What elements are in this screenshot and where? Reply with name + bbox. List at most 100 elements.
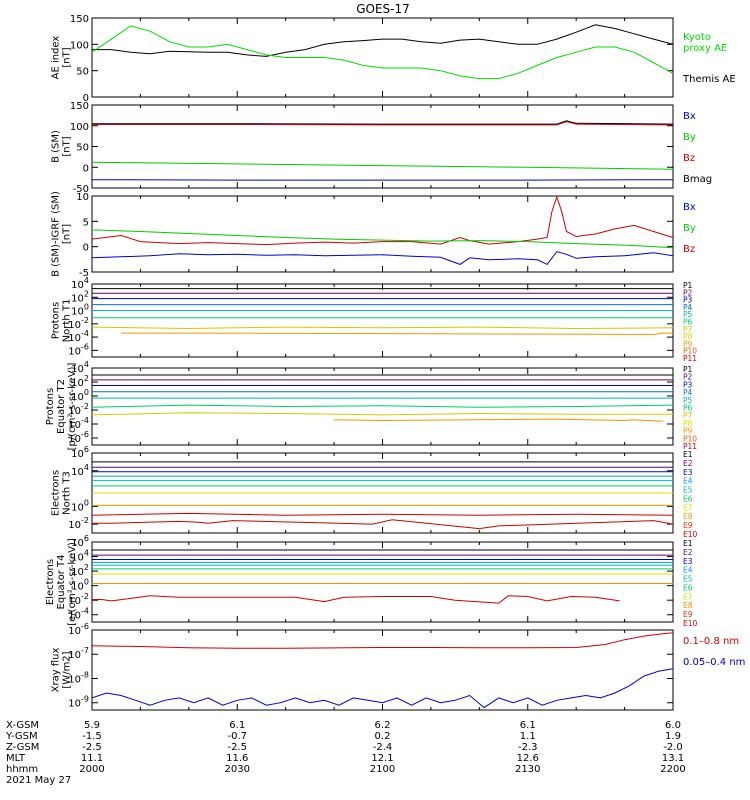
series-line — [92, 121, 673, 126]
legend-entry: E3 — [683, 468, 693, 477]
legend-entry: P6 — [683, 404, 693, 413]
legend-entry: E10 — [683, 530, 698, 539]
y-axis-label: North T3 — [62, 471, 73, 515]
y-axis-label: Protons — [45, 388, 56, 425]
series-line — [92, 24, 673, 57]
y-axis-label: B (SM)-IGRF (SM) — [51, 191, 62, 277]
footer-value: 6.1 — [229, 720, 245, 731]
legend-entry: P2 — [683, 288, 693, 297]
footer-value: 2100 — [370, 764, 395, 775]
panel-frame — [91, 17, 674, 98]
y-tick-label: 150 — [70, 101, 89, 112]
y-axis-label: Protons — [51, 302, 62, 339]
legend-entry: E4 — [683, 477, 693, 486]
legend-entry: E9 — [683, 610, 693, 619]
plot-title: GOES-17 — [356, 2, 410, 16]
legend-entry: 0.1–0.8 nm — [683, 636, 739, 647]
footer-value: 6.1 — [520, 720, 536, 731]
y-tick-label: 50 — [76, 67, 89, 78]
legend-entry: E3 — [683, 557, 693, 566]
footer-row-label: X-GSM — [6, 720, 39, 731]
footer-value: 2130 — [515, 764, 540, 775]
legend-entry: Bmag — [683, 174, 712, 185]
y-tick-label: -50 — [73, 184, 89, 195]
series-line — [92, 25, 673, 80]
y-tick-label: 0 — [83, 163, 89, 174]
series-group — [92, 120, 673, 181]
legend-entry: P8 — [683, 419, 693, 428]
panel-frame — [91, 104, 674, 189]
footer-value: 1.9 — [665, 731, 681, 742]
series-group — [92, 196, 673, 266]
footer-value: 6.2 — [375, 720, 391, 731]
legend-entry: P4 — [683, 388, 693, 397]
panel-frame — [91, 195, 674, 273]
footer-value: -2.5 — [227, 742, 247, 753]
legend-entry: E5 — [683, 486, 693, 495]
series-line — [92, 595, 620, 604]
series-group — [92, 24, 673, 80]
y-tick-label: 10-6 — [68, 342, 89, 357]
legend-entry: P7 — [683, 325, 693, 334]
series-line — [92, 404, 673, 408]
y-tick-label: 10 — [76, 192, 89, 203]
series-group — [92, 461, 673, 530]
legend-entry: By — [683, 223, 696, 234]
legend-entry: E10 — [683, 619, 698, 628]
series-line — [92, 161, 673, 170]
legend-entry: P4 — [683, 303, 693, 312]
series-line — [92, 326, 673, 330]
panel-frame — [91, 283, 674, 358]
y-tick-label: 5 — [83, 217, 89, 228]
legend-entry: P9 — [683, 339, 693, 348]
footer-value: 12.1 — [371, 753, 393, 764]
footer-value: -2.3 — [518, 742, 538, 753]
series-group — [92, 288, 673, 335]
series-line — [92, 412, 673, 416]
legend-entry: E1 — [683, 450, 693, 459]
footer-date: 2021 May 27 — [6, 775, 71, 786]
legend-entry: E4 — [683, 566, 693, 575]
footer-value: -1.5 — [82, 731, 102, 742]
legend-entry: E2 — [683, 548, 693, 557]
y-tick-label: 10-2 — [68, 516, 89, 531]
footer-value: 1.1 — [520, 731, 536, 742]
legend-entry: Bx — [683, 111, 696, 122]
footer-value: 11.6 — [226, 753, 248, 764]
legend-entry: P11 — [683, 442, 697, 451]
y-axis-label: [nT] — [62, 136, 73, 156]
legend-entry: E6 — [683, 494, 693, 503]
footer-value: 12.6 — [517, 753, 539, 764]
series-line — [121, 332, 673, 335]
y-tick-label: 10-9 — [68, 695, 89, 710]
legend-entry: P5 — [683, 396, 693, 405]
legend-entry: Bz — [683, 244, 695, 255]
legend-entry: P2 — [683, 373, 693, 382]
y-axis-label: North T1 — [62, 299, 73, 343]
legend-entry: Bx — [683, 202, 696, 213]
legend-entry: E9 — [683, 521, 693, 530]
series-line — [92, 120, 673, 125]
legend-entry: 0.05–0.4 nm — [683, 657, 745, 668]
legend-entry: P10 — [683, 347, 697, 356]
footer-value: 5.9 — [84, 720, 100, 731]
legend-entry: P1 — [683, 365, 693, 374]
y-tick-label: 100 — [70, 122, 89, 133]
series-line — [334, 418, 664, 422]
legend-entry: proxy AE — [683, 43, 727, 54]
series-line — [92, 632, 673, 649]
legend-entry: E7 — [683, 592, 693, 601]
y-tick-label: 150 — [70, 14, 89, 25]
legend-entry: E8 — [683, 512, 693, 521]
y-axis-label: [nT] — [62, 224, 73, 244]
y-axis-label: Electrons — [51, 470, 62, 516]
footer-value: 0.2 — [375, 731, 391, 742]
legend-entry: P3 — [683, 380, 693, 389]
y-tick-label: 100 — [71, 498, 89, 513]
y-tick-label: 0 — [83, 243, 89, 254]
